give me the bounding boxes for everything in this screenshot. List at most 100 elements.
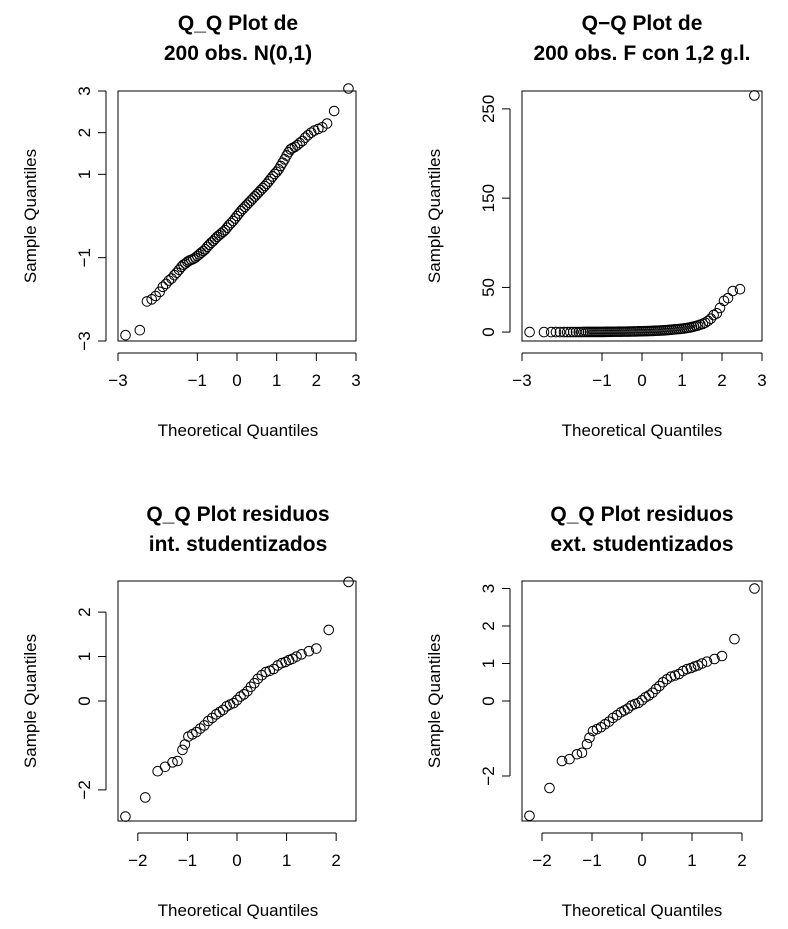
data-point [709, 653, 720, 665]
y-tick-label: 150 [479, 184, 498, 212]
y-tick-label: 1 [75, 170, 94, 179]
data-point [268, 663, 279, 675]
data-point [544, 782, 555, 794]
x-tick-label: 1 [677, 371, 686, 390]
data-point [160, 278, 172, 290]
data-point [749, 90, 760, 101]
y-tick-label: 2 [75, 128, 94, 137]
y-tick-label: 2 [75, 607, 94, 616]
y-tick-label: −2 [479, 766, 498, 785]
data-point [209, 233, 221, 245]
x-tick-label: 1 [272, 371, 281, 390]
x-tick-label: −1 [592, 371, 611, 390]
x-tick-label: 0 [637, 371, 646, 390]
data-point [203, 239, 215, 251]
data-point [196, 247, 207, 258]
data-point [238, 689, 250, 700]
qq-panel-4: Q_Q Plot residuos ext. studentizados −2 −1 0… [425, 503, 763, 920]
x-tick-label: 0 [232, 371, 241, 390]
y-axis-label: Sample Quantiles [425, 634, 444, 768]
data-point [120, 329, 131, 341]
chart-title-line-2: ext. studentizados [550, 533, 733, 556]
data-point [167, 757, 178, 768]
data-point [251, 189, 263, 200]
data-point [643, 690, 655, 701]
data-point [202, 715, 214, 727]
x-tick-label: −1 [582, 851, 601, 870]
chart-title-line-1: Q_Q Plot residuos [146, 503, 329, 526]
data-point [172, 755, 183, 767]
data-point [711, 308, 723, 319]
y-tick-label: 2 [479, 621, 498, 630]
data-point [241, 199, 253, 211]
y-tick-label: −2 [75, 780, 94, 799]
x-tick-label: −3 [108, 371, 127, 390]
qq-panel-2: Q−Q Plot de 200 obs. F con 1,2 g.l. −3 −1 0 1… [425, 12, 767, 440]
chart-title-line-1: Q_Q Plot residuos [550, 503, 733, 526]
x-axis-label: Theoretical Quantiles [158, 901, 319, 920]
data-point [303, 645, 315, 657]
data-point [237, 203, 249, 215]
x-tick-label: 2 [717, 371, 726, 390]
data-point [163, 275, 175, 286]
data-point [550, 326, 562, 338]
plot-frame [117, 90, 357, 342]
data-point [191, 726, 202, 738]
data-point [134, 324, 146, 336]
data-point [257, 182, 269, 194]
chart-title-line-1: Q−Q Plot de [582, 12, 703, 35]
data-point [283, 146, 294, 158]
data-point [561, 326, 573, 338]
y-axis-label: Sample Quantiles [21, 149, 40, 283]
data-point [524, 810, 535, 822]
y-tick-label: −1 [75, 248, 94, 267]
data-point [197, 245, 209, 257]
data-point [228, 697, 239, 709]
data-point [146, 294, 158, 305]
y-tick-label: 3 [479, 584, 498, 593]
chart-title-line-2: int. studentizados [149, 533, 328, 556]
data-point [253, 186, 265, 198]
data-point [120, 811, 131, 822]
data-point [296, 649, 307, 660]
data-point [654, 680, 665, 692]
x-tick-label: −2 [128, 851, 147, 870]
data-point [705, 313, 717, 324]
x-tick-label: −1 [178, 851, 197, 870]
data-point [567, 326, 579, 338]
data-point [206, 712, 218, 724]
x-axis-label: Theoretical Quantiles [562, 901, 723, 920]
qq-panel-3: Q_Q Plot residuos int. studentizados −2 −1 0… [21, 503, 357, 920]
data-point [603, 716, 615, 727]
data-point [556, 755, 568, 767]
data-point [722, 292, 734, 304]
data-point [239, 201, 251, 213]
y-tick-label: 1 [479, 659, 498, 668]
data-point [571, 748, 583, 760]
data-point [584, 732, 595, 744]
data-point [256, 669, 268, 681]
data-point [141, 296, 153, 307]
data-point [255, 184, 267, 196]
plot-frame [521, 90, 763, 342]
chart-title-line-2: 200 obs. N(0,1) [164, 42, 312, 65]
data-point [201, 241, 213, 253]
data-point [223, 219, 235, 231]
plot-frame [521, 580, 763, 822]
data-point [323, 624, 335, 636]
data-point [245, 195, 257, 206]
data-point [302, 129, 314, 141]
data-point [734, 283, 746, 295]
data-point [328, 105, 340, 117]
data-point [702, 315, 714, 327]
data-point [247, 193, 259, 204]
data-point [150, 290, 161, 302]
data-point [245, 681, 257, 693]
x-tick-label: 1 [282, 851, 291, 870]
data-point [321, 118, 333, 129]
data-point [554, 326, 566, 338]
data-point [524, 326, 535, 338]
x-axis-label: Theoretical Quantiles [158, 421, 319, 440]
plot-frame [117, 580, 357, 822]
data-point [217, 704, 229, 716]
